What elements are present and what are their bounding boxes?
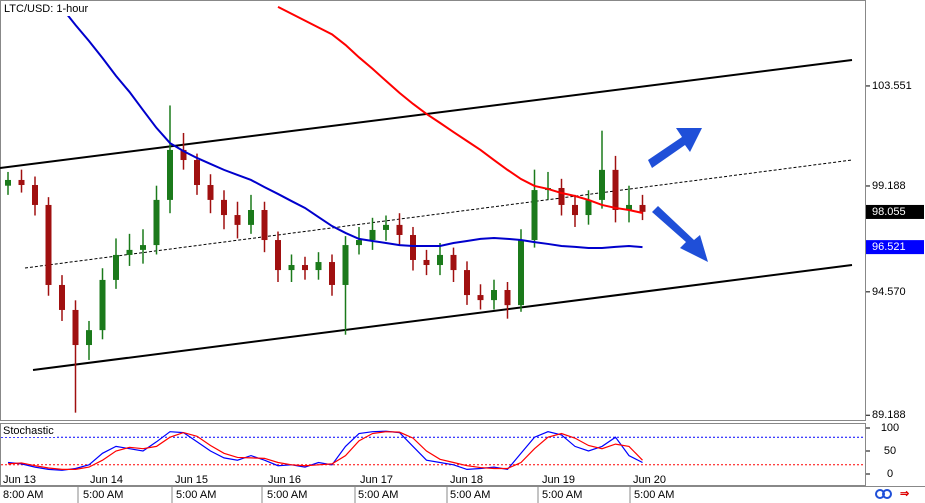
- candle-body: [180, 149, 187, 161]
- candle-body: [477, 295, 484, 301]
- candle-body: [639, 204, 646, 212]
- date-label: Jun 18: [450, 474, 483, 486]
- y-tick-label: 89.188: [872, 409, 906, 421]
- candle-body: [113, 254, 119, 280]
- candle-body: [585, 199, 592, 216]
- candle-body: [248, 210, 254, 225]
- candle-body: [261, 210, 268, 241]
- candle-body: [572, 204, 578, 216]
- time-label: 8:00 AM: [3, 489, 43, 501]
- stoch-line: [7, 430, 643, 471]
- time-label: 5:00 AM: [358, 489, 398, 501]
- candle-body: [288, 265, 295, 271]
- moving-average: [277, 5, 643, 214]
- stoch-tick-label: 50: [884, 445, 896, 457]
- candle-body: [194, 160, 200, 186]
- candle-body: [302, 265, 308, 271]
- candle-body: [275, 240, 281, 271]
- candle-body: [126, 249, 133, 255]
- candle-body: [329, 262, 335, 285]
- candle-body: [491, 290, 497, 301]
- candle-body: [437, 254, 443, 266]
- candle-body: [207, 185, 214, 200]
- candle-body: [518, 240, 524, 306]
- stoch-title-box: [1, 424, 57, 437]
- price-label: 98.055: [872, 206, 906, 218]
- candle-body: [234, 215, 241, 225]
- candle-body: [5, 179, 11, 186]
- candle-body: [396, 224, 403, 235]
- chart-title: LTC/USD: 1-hour: [4, 3, 88, 15]
- candle-body: [383, 224, 389, 230]
- candle-body: [531, 190, 538, 241]
- stoch-line: [7, 431, 643, 470]
- y-tick-label: 99.188: [872, 180, 906, 192]
- date-label: Jun 16: [268, 474, 301, 486]
- candle-body: [504, 290, 511, 306]
- arrows: [648, 128, 708, 262]
- candle-body: [221, 199, 227, 216]
- candle-body: [167, 149, 173, 200]
- time-separators: [77, 487, 631, 503]
- candle-body: [86, 330, 92, 346]
- candle-body: [450, 254, 457, 271]
- y-tick-label: 103.551: [872, 80, 912, 92]
- candle-body: [45, 204, 52, 285]
- svg-text:⇒: ⇒: [900, 488, 909, 500]
- candle-body: [315, 262, 322, 271]
- candle-body: [153, 199, 160, 246]
- candle-body: [626, 204, 632, 210]
- time-label: 5:00 AM: [634, 489, 674, 501]
- time-label: 5:00 AM: [83, 489, 123, 501]
- candle-body: [558, 187, 565, 205]
- stoch-tick-label: 100: [881, 422, 899, 434]
- candle-body: [32, 185, 38, 205]
- date-label: Jun 15: [175, 474, 208, 486]
- date-label: Jun 19: [542, 474, 575, 486]
- price-label-box: [866, 240, 924, 255]
- candle-body: [464, 270, 470, 296]
- date-label: Jun 13: [3, 474, 36, 486]
- candle-body: [369, 229, 376, 241]
- candle-body: [140, 245, 146, 250]
- candle-body: [599, 169, 605, 200]
- time-label: 5:00 AM: [542, 489, 582, 501]
- date-label: Jun 17: [360, 474, 393, 486]
- footer-icons[interactable]: ⇒: [875, 488, 909, 500]
- title-box: [1, 1, 93, 16]
- moving-average: [61, 7, 643, 250]
- time-label: 5:00 AM: [176, 489, 216, 501]
- candle-body: [612, 169, 619, 210]
- candle-body: [342, 245, 349, 285]
- time-label: 5:00 AM: [450, 489, 490, 501]
- candle-body: [18, 179, 25, 186]
- date-label: Jun 20: [633, 474, 666, 486]
- candle-body: [99, 279, 106, 331]
- candle-body: [72, 309, 79, 346]
- price-label: 96.521: [872, 241, 906, 253]
- stoch-tick-label: 0: [887, 468, 893, 480]
- candle-body: [356, 240, 362, 246]
- date-label: Jun 14: [90, 474, 123, 486]
- y-tick-label: 94.570: [872, 286, 906, 298]
- candle-body: [410, 234, 416, 260]
- candle-body: [59, 284, 65, 310]
- stochastic-title: Stochastic: [3, 425, 54, 437]
- price-pane: [0, 0, 866, 421]
- price-label-box: [866, 204, 924, 219]
- time-label: 5:00 AM: [267, 489, 307, 501]
- candle-body: [423, 259, 430, 266]
